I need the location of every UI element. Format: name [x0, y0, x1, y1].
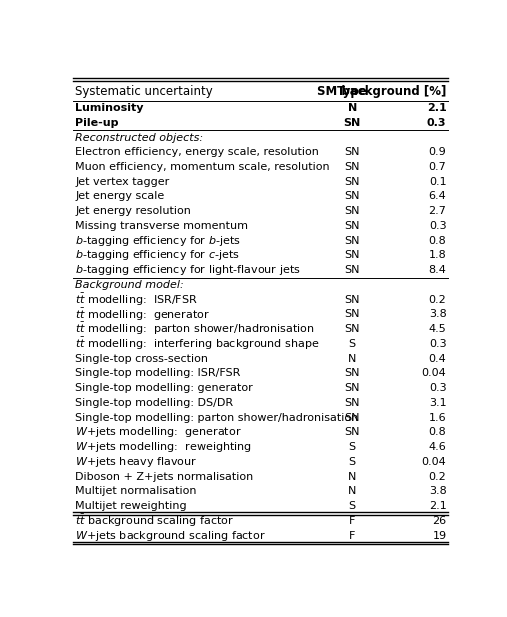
Text: 1.6: 1.6	[429, 413, 447, 423]
Text: Jet vertex tagger: Jet vertex tagger	[75, 176, 169, 187]
Text: 0.8: 0.8	[429, 428, 447, 437]
Text: N: N	[348, 354, 356, 363]
Text: SN: SN	[344, 295, 360, 305]
Text: SN: SN	[344, 191, 360, 202]
Text: 2.1: 2.1	[429, 501, 447, 511]
Text: 0.04: 0.04	[422, 457, 447, 467]
Text: SN: SN	[344, 428, 360, 437]
Text: Systematic uncertainty: Systematic uncertainty	[75, 85, 213, 97]
Text: SN: SN	[344, 147, 360, 157]
Text: 0.7: 0.7	[429, 162, 447, 172]
Text: S: S	[349, 501, 356, 511]
Text: SN: SN	[344, 310, 360, 320]
Text: 0.2: 0.2	[429, 295, 447, 305]
Text: 4.6: 4.6	[429, 442, 447, 452]
Text: 0.1: 0.1	[429, 176, 447, 187]
Text: 6.4: 6.4	[429, 191, 447, 202]
Text: N: N	[348, 486, 356, 496]
Text: 0.3: 0.3	[429, 221, 447, 231]
Text: Single-top modelling: DS/DR: Single-top modelling: DS/DR	[75, 398, 233, 408]
Text: $W$+jets heavy flavour: $W$+jets heavy flavour	[75, 455, 197, 469]
Text: S: S	[349, 457, 356, 467]
Text: S: S	[349, 442, 356, 452]
Text: SN: SN	[344, 383, 360, 393]
Text: Background model:: Background model:	[75, 280, 184, 290]
Text: Luminosity: Luminosity	[75, 103, 143, 113]
Text: Missing transverse momentum: Missing transverse momentum	[75, 221, 248, 231]
Text: 0.2: 0.2	[429, 471, 447, 482]
Text: $t\bar{t}$ modelling:  interfering background shape: $t\bar{t}$ modelling: interfering backgr…	[75, 336, 320, 352]
Text: $t\bar{t}$ modelling:  parton shower/hadronisation: $t\bar{t}$ modelling: parton shower/hadr…	[75, 321, 315, 337]
Text: Multijet normalisation: Multijet normalisation	[75, 486, 197, 496]
Text: $t\bar{t}$ modelling:  ISR/FSR: $t\bar{t}$ modelling: ISR/FSR	[75, 292, 198, 308]
Text: N: N	[348, 103, 357, 113]
Text: $b$-tagging efficiency for light-flavour jets: $b$-tagging efficiency for light-flavour…	[75, 263, 301, 277]
Text: $b$-tagging efficiency for $b$-jets: $b$-tagging efficiency for $b$-jets	[75, 234, 241, 247]
Text: F: F	[349, 531, 355, 540]
Text: Type: Type	[337, 85, 368, 97]
Text: 1.8: 1.8	[429, 251, 447, 260]
Text: 3.8: 3.8	[429, 310, 447, 320]
Text: 3.1: 3.1	[429, 398, 447, 408]
Text: 3.8: 3.8	[429, 486, 447, 496]
Text: SN: SN	[344, 265, 360, 275]
Text: Muon efficiency, momentum scale, resolution: Muon efficiency, momentum scale, resolut…	[75, 162, 330, 172]
Text: $W$+jets modelling:  reweighting: $W$+jets modelling: reweighting	[75, 440, 252, 454]
Text: $t\bar{t}$ modelling:  generator: $t\bar{t}$ modelling: generator	[75, 306, 210, 323]
Text: 0.3: 0.3	[429, 383, 447, 393]
Text: 19: 19	[432, 531, 447, 540]
Text: S: S	[349, 339, 356, 349]
Text: SN: SN	[344, 251, 360, 260]
Text: SN: SN	[344, 221, 360, 231]
Text: 0.8: 0.8	[429, 236, 447, 246]
Text: $t\bar{t}$ background scaling factor: $t\bar{t}$ background scaling factor	[75, 513, 234, 529]
Text: SN: SN	[344, 206, 360, 216]
Text: SN: SN	[344, 324, 360, 334]
Text: 0.04: 0.04	[422, 368, 447, 378]
Text: Single-top modelling: ISR/FSR: Single-top modelling: ISR/FSR	[75, 368, 240, 378]
Text: 2.7: 2.7	[428, 206, 447, 216]
Text: SM background [%]: SM background [%]	[317, 85, 447, 97]
Text: Single-top cross-section: Single-top cross-section	[75, 354, 208, 363]
Text: 8.4: 8.4	[428, 265, 447, 275]
Text: 0.3: 0.3	[427, 118, 447, 128]
Text: SN: SN	[344, 236, 360, 246]
Text: 0.4: 0.4	[429, 354, 447, 363]
Text: 26: 26	[432, 516, 447, 526]
Text: 2.1: 2.1	[427, 103, 447, 113]
Text: SN: SN	[344, 368, 360, 378]
Text: $W$+jets modelling:  generator: $W$+jets modelling: generator	[75, 425, 242, 439]
Text: SN: SN	[344, 118, 361, 128]
Text: Electron efficiency, energy scale, resolution: Electron efficiency, energy scale, resol…	[75, 147, 319, 157]
Text: SN: SN	[344, 176, 360, 187]
Text: F: F	[349, 516, 355, 526]
Text: Reconstructed objects:: Reconstructed objects:	[75, 133, 203, 143]
Text: 4.5: 4.5	[429, 324, 447, 334]
Text: Single-top modelling: parton shower/hadronisation: Single-top modelling: parton shower/hadr…	[75, 413, 358, 423]
Text: Jet energy resolution: Jet energy resolution	[75, 206, 191, 216]
Text: 0.9: 0.9	[429, 147, 447, 157]
Text: SN: SN	[344, 413, 360, 423]
Text: SN: SN	[344, 162, 360, 172]
Text: Pile-up: Pile-up	[75, 118, 119, 128]
Text: N: N	[348, 471, 356, 482]
Text: Single-top modelling: generator: Single-top modelling: generator	[75, 383, 253, 393]
Text: $b$-tagging efficiency for $c$-jets: $b$-tagging efficiency for $c$-jets	[75, 249, 240, 262]
Text: 0.3: 0.3	[429, 339, 447, 349]
Text: Jet energy scale: Jet energy scale	[75, 191, 164, 202]
Text: $W$+jets background scaling factor: $W$+jets background scaling factor	[75, 529, 266, 542]
Text: Diboson + Z+jets normalisation: Diboson + Z+jets normalisation	[75, 471, 254, 482]
Text: SN: SN	[344, 398, 360, 408]
Text: Multijet reweighting: Multijet reweighting	[75, 501, 187, 511]
